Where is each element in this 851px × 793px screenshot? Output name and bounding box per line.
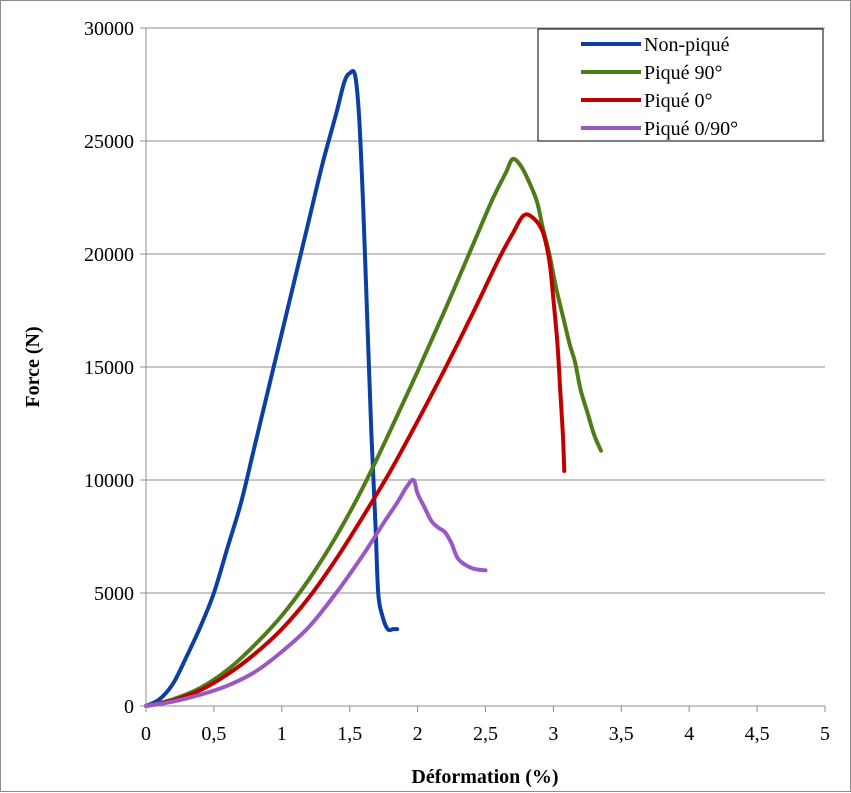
x-axis-ticks: 0 0,5 1 1,5 2 2,5 3 3,5 4 4,5 5 xyxy=(141,706,830,745)
x-tick-label: 0,5 xyxy=(201,723,226,745)
legend-label: Non-piqué xyxy=(644,34,730,56)
x-tick-label: 4 xyxy=(684,723,694,745)
x-tick-label: 0 xyxy=(141,723,151,745)
gridlines xyxy=(146,27,825,594)
x-axis-title: Déformation (%) xyxy=(411,766,558,788)
y-tick-label: 15000 xyxy=(84,357,134,379)
y-tick-label: 0 xyxy=(124,696,134,718)
x-tick-label: 1,5 xyxy=(337,723,362,745)
series-line-2 xyxy=(144,156,603,708)
x-tick-label: 4,5 xyxy=(745,723,770,745)
y-tick-label: 5000 xyxy=(94,583,134,605)
series-line-4 xyxy=(144,477,488,708)
y-tick-label: 25000 xyxy=(84,131,134,153)
x-tick-label: 5 xyxy=(820,723,830,745)
x-tick-label: 1 xyxy=(277,723,287,745)
series-line-3 xyxy=(144,212,567,708)
legend: Non-piqué Piqué 90° Piqué 0° Piqué 0/90° xyxy=(537,28,824,142)
legend-label: Piqué 0/90° xyxy=(644,118,738,140)
legend-label: Piqué 0° xyxy=(644,90,713,112)
x-tick-label: 2,5 xyxy=(473,723,498,745)
x-tick-label: 3,5 xyxy=(609,723,634,745)
y-axis-ticks: 0 5000 10000 15000 20000 25000 30000 xyxy=(84,18,146,718)
x-tick-label: 3 xyxy=(548,723,558,745)
legend-box xyxy=(537,28,824,142)
series-line-1 xyxy=(144,69,400,708)
y-tick-label: 20000 xyxy=(84,244,134,266)
y-tick-label: 10000 xyxy=(84,470,134,492)
legend-label: Piqué 90° xyxy=(644,62,723,84)
y-tick-label: 30000 xyxy=(84,18,134,40)
x-tick-label: 2 xyxy=(413,723,423,745)
series-lines xyxy=(144,69,603,708)
y-axis-title: Force (N) xyxy=(22,326,44,407)
